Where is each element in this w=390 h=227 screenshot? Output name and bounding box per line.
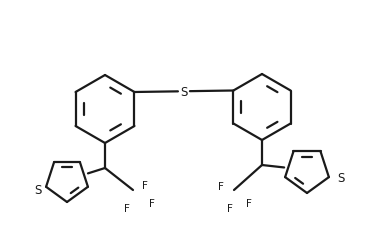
Text: S: S [34,183,42,196]
Text: F: F [227,203,233,213]
Text: F: F [246,198,252,208]
Text: F: F [124,203,130,213]
Text: S: S [337,171,344,184]
Text: F: F [142,180,148,190]
Text: S: S [180,85,188,98]
Text: F: F [149,198,155,208]
Text: F: F [218,181,224,191]
